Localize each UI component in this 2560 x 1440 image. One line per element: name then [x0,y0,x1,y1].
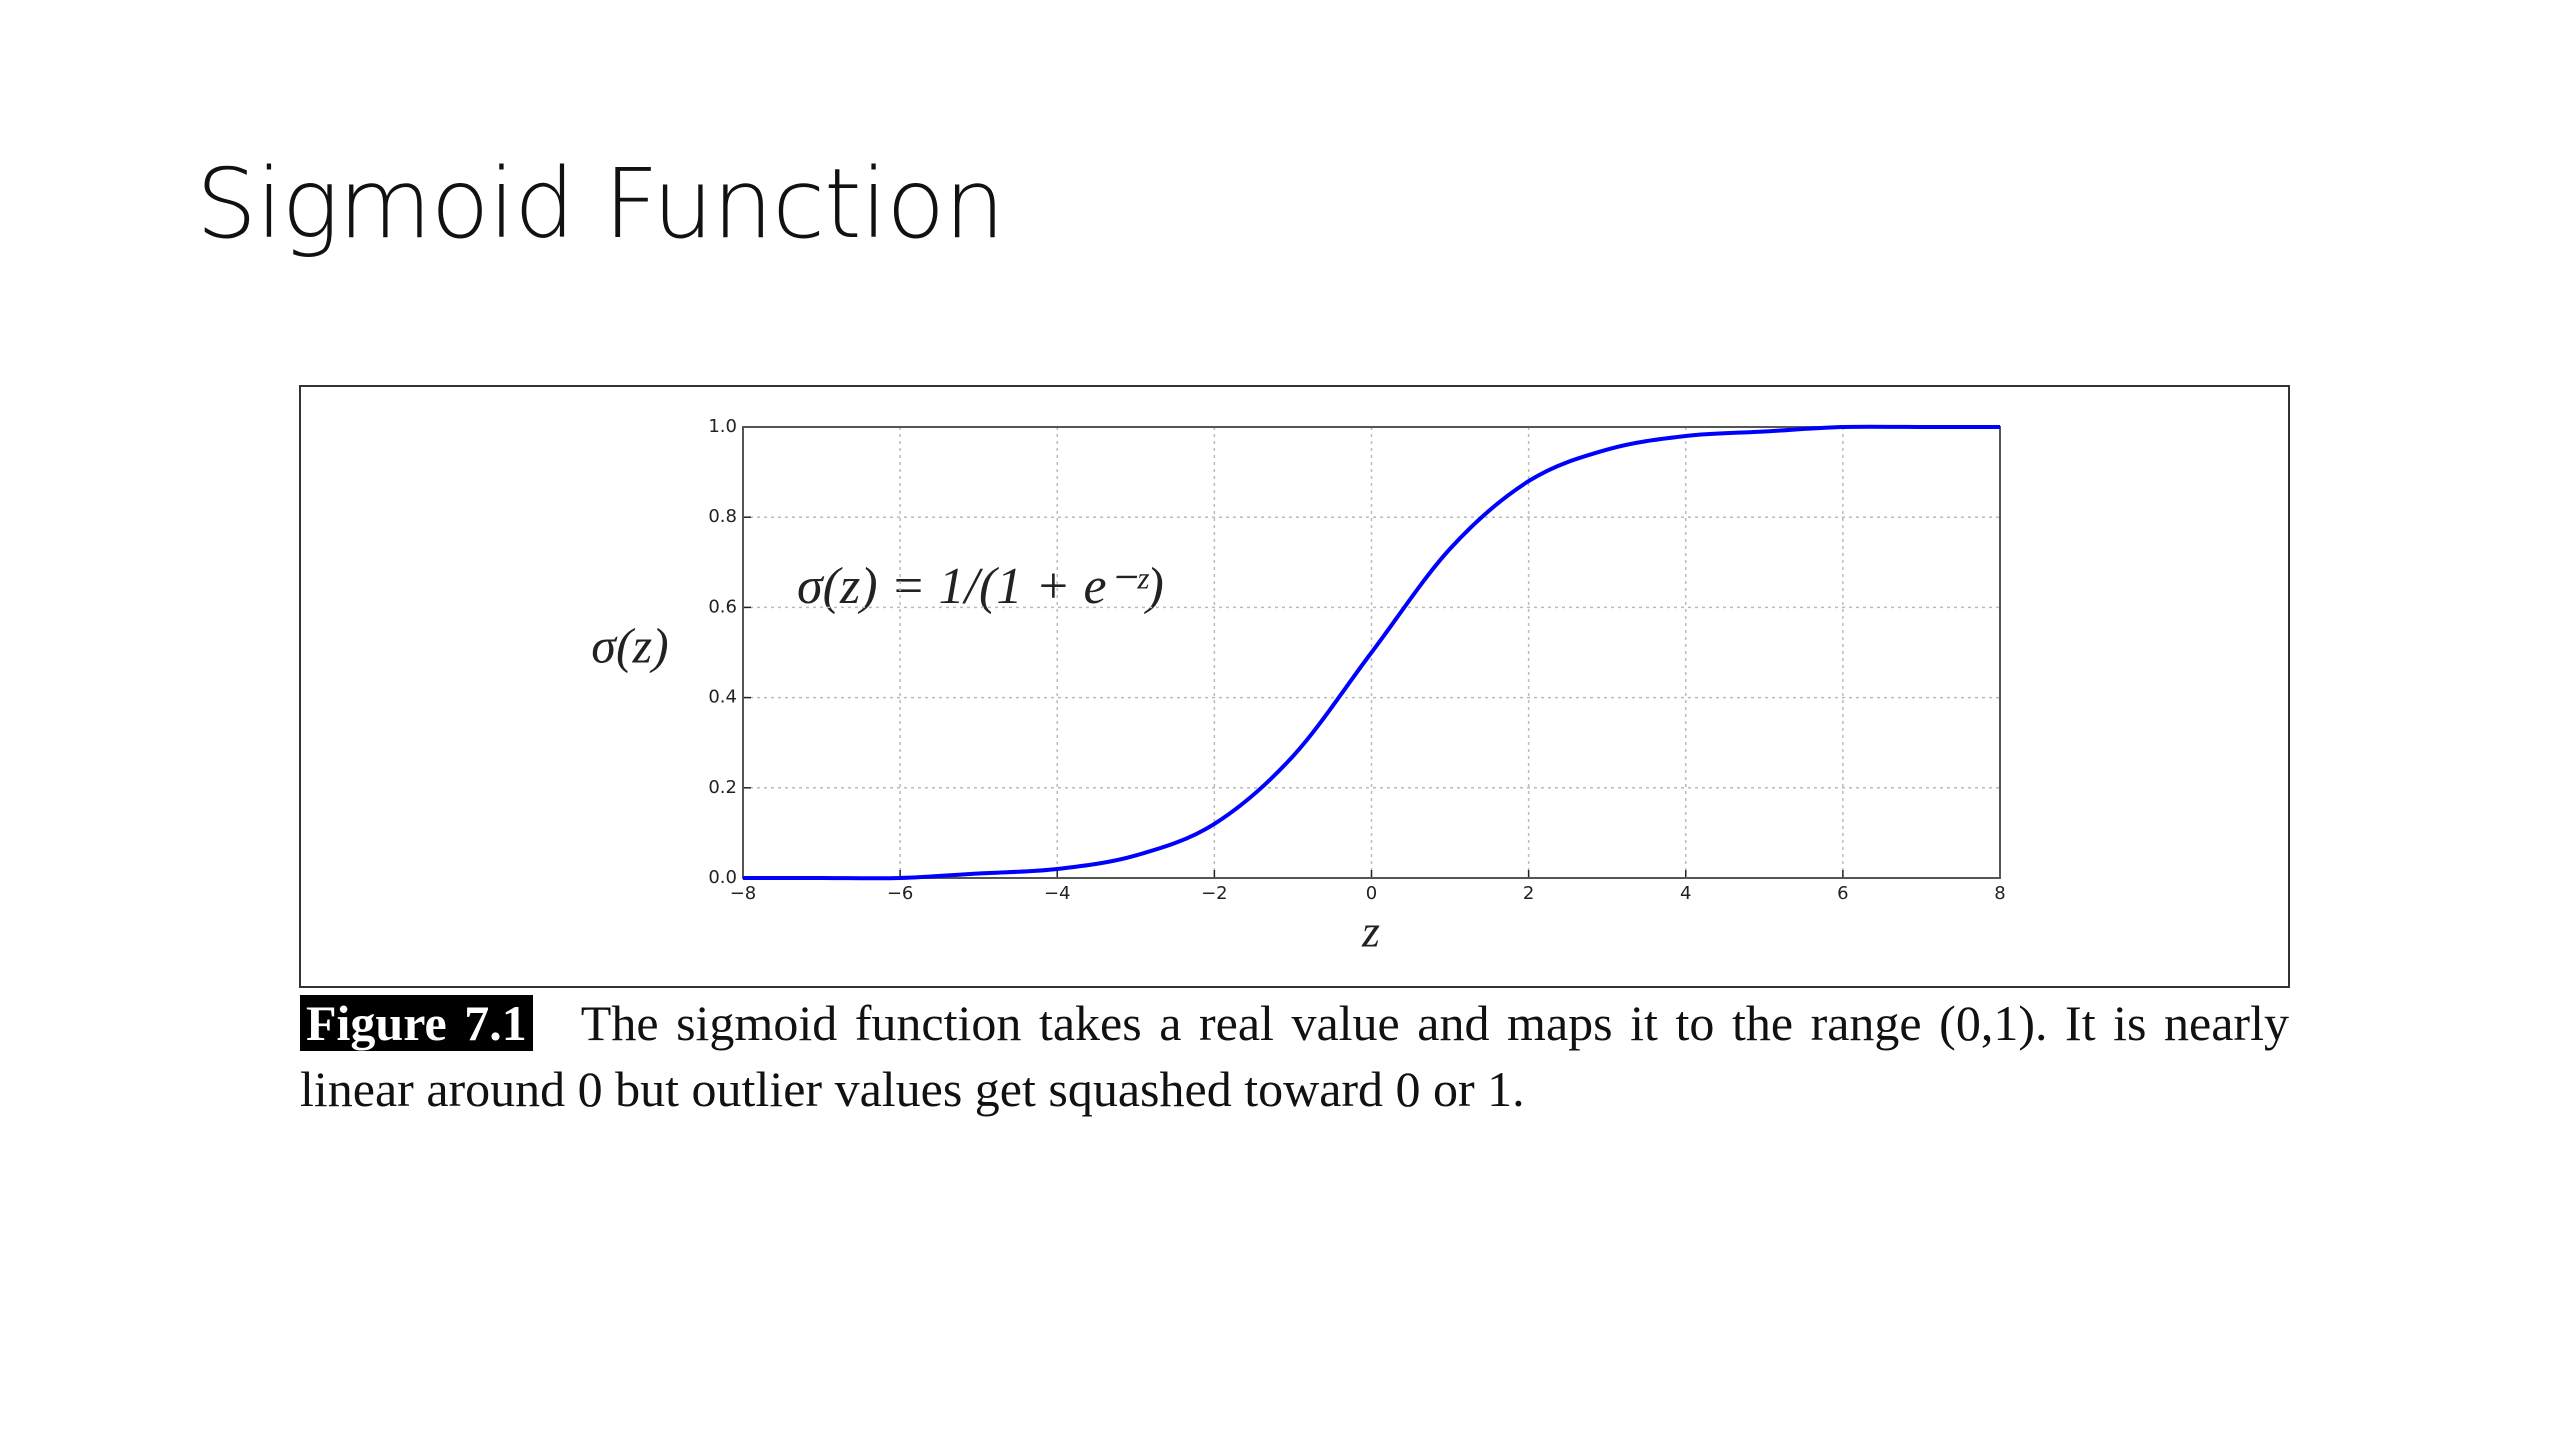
figure-frame [299,385,2290,988]
x-tick-label: −2 [1201,883,1228,904]
plot-frame [742,426,2001,879]
y-tick-label: 0.2 [708,777,737,798]
x-axis-label: z [1361,906,1380,957]
sigmoid-curve [743,424,2000,881]
x-tick-label: 8 [1994,883,2005,904]
x-tick-label: −4 [1044,883,1071,904]
y-tick-label: 0.6 [708,596,737,617]
y-axis-label: σ(z) [591,617,668,673]
x-tick-label: 4 [1680,883,1691,904]
y-tick-label: 0.8 [708,506,737,527]
caption-text: The sigmoid function takes a real value … [300,995,2289,1117]
x-tick-label: −6 [887,883,914,904]
caption-label: Figure 7.1 [300,995,533,1051]
formula-annotation: σ(z) = 1/(1 + e⁻ᶻ) [797,558,1164,615]
x-tick-label: 2 [1523,883,1534,904]
y-tick-label: 1.0 [708,416,737,437]
x-tick-label: 6 [1837,883,1848,904]
caption: Figure 7.1 The sigmoid function takes a r… [300,990,2289,1122]
y-tick-label: 0.4 [708,687,737,708]
y-tick-label: 0.0 [708,867,737,888]
x-tick-label: −8 [730,883,757,904]
slide-title: Sigmoid Function [196,148,1005,260]
x-tick-label: 0 [1366,883,1377,904]
